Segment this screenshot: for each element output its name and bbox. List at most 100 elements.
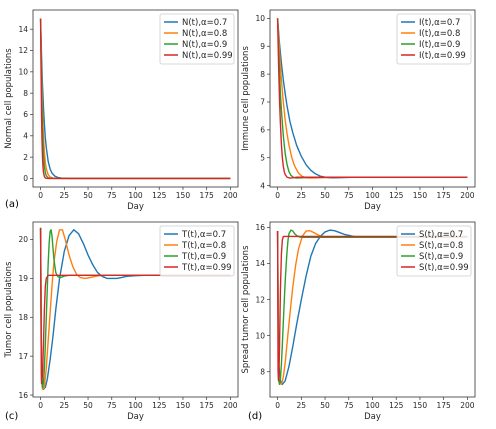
x-tick-label: 50 <box>320 191 330 200</box>
x-tick-label: 125 <box>389 401 404 410</box>
x-tick-label: 150 <box>413 191 428 200</box>
x-tick-label: 200 <box>460 191 475 200</box>
x-tick-label: 25 <box>60 401 70 410</box>
y-tick-label: 7 <box>260 98 265 107</box>
x-tick-label: 50 <box>320 401 330 410</box>
x-tick-label: 175 <box>200 191 215 200</box>
legend-entry: S(t),α=0.8 <box>419 241 463 251</box>
x-tick-label: 25 <box>60 191 70 200</box>
y-tick-label: 10 <box>18 68 28 77</box>
y-tick-label: 6 <box>23 110 28 119</box>
x-tick-label: 175 <box>200 401 215 410</box>
x-tick-label: 0 <box>38 401 43 410</box>
y-tick-label: 14 <box>18 25 28 34</box>
x-tick-label: 175 <box>437 401 452 410</box>
x-tick-label: 50 <box>83 191 93 200</box>
x-tick-label: 0 <box>38 191 43 200</box>
x-tick-label: 175 <box>437 191 452 200</box>
chart-panel-tumor-cells: 0 25 50 75 100 125 150 175 200 16 17 18 19 20 Day Tumor… <box>4 221 239 422</box>
x-tick-label: 50 <box>83 401 93 410</box>
x-tick-label: 100 <box>128 401 143 410</box>
x-tick-label: 125 <box>152 401 167 410</box>
legend-box <box>396 225 472 277</box>
x-tick-label: 75 <box>344 401 354 410</box>
y-tick-label: 8 <box>23 89 28 98</box>
chart-panel-spread-tumor-cells: 0 25 50 75 100 125 150 175 200 8 10 12 14 16 Day Spread… <box>241 221 476 422</box>
y-tick-label: 9 <box>260 42 265 51</box>
legend-entry: I(t),α=0.8 <box>419 29 460 39</box>
y-tick-label: 20 <box>18 235 28 244</box>
series-line-1 <box>39 227 231 390</box>
x-tick-label: 0 <box>275 191 280 200</box>
y-tick-label: 2 <box>23 153 28 162</box>
legend-box <box>159 225 235 277</box>
y-tick-label: 12 <box>255 295 265 304</box>
y-tick-label: 4 <box>23 132 28 141</box>
y-tick-label: 19 <box>18 274 28 283</box>
legend-entry: N(t),α=0.7 <box>182 18 227 28</box>
series-line-4 <box>39 227 231 385</box>
legend-entry: T(t),α=0.7 <box>181 230 226 240</box>
x-tick-label: 200 <box>223 191 238 200</box>
legend-entry: N(t),α=0.99 <box>182 51 233 61</box>
y-tick-label: 12 <box>18 46 28 55</box>
x-tick-label: 75 <box>344 191 354 200</box>
x-tick-label: 150 <box>176 401 191 410</box>
x-axis-label: Day <box>364 202 381 212</box>
legend-box <box>159 13 235 65</box>
x-tick-label: 100 <box>128 191 143 200</box>
legend-entry: I(t),α=0.99 <box>419 51 466 61</box>
x-axis-label: Day <box>127 412 144 422</box>
x-tick-label: 200 <box>460 401 475 410</box>
series-line-3 <box>276 229 468 386</box>
x-tick-label: 100 <box>365 191 380 200</box>
legend-entry: I(t),α=0.7 <box>419 18 460 28</box>
x-tick-label: 75 <box>107 191 117 200</box>
y-tick-label: 14 <box>255 259 265 268</box>
x-tick-label: 75 <box>107 401 117 410</box>
x-tick-label: 200 <box>223 401 238 410</box>
legend-entry: I(t),α=0.9 <box>419 40 460 50</box>
x-tick-label: 25 <box>297 191 307 200</box>
chart-panel-normal-cells: 0 25 50 75 100 125 150 175 200 0 2 4 6 8 10 12 14 Day Norm… <box>4 9 239 212</box>
y-tick-label: 8 <box>260 367 265 376</box>
series-line-4 <box>39 18 231 180</box>
legend-entry: S(t),α=0.9 <box>419 252 463 262</box>
legend-entry: N(t),α=0.8 <box>182 29 227 39</box>
series-line-4 <box>276 231 468 382</box>
x-tick-label: 25 <box>297 401 307 410</box>
y-tick-label: 8 <box>260 70 265 79</box>
series-line-3 <box>39 227 231 388</box>
panel-label: (d) <box>248 411 262 422</box>
y-axis-label: Tumor cell populations <box>4 261 14 359</box>
legend-entry: N(t),α=0.9 <box>182 40 227 50</box>
y-tick-label: 10 <box>255 14 265 23</box>
x-axis-label: Day <box>364 412 381 422</box>
panel-label: (a) <box>5 199 19 210</box>
y-tick-label: 4 <box>260 181 265 190</box>
y-axis-label: Normal cell populations <box>4 48 14 149</box>
legend-entry: S(t),α=0.99 <box>419 263 469 273</box>
legend-box <box>396 13 472 65</box>
y-axis-label: Spread tumor cell populations <box>241 245 251 374</box>
y-tick-label: 0 <box>23 174 28 183</box>
y-tick-label: 18 <box>18 313 28 322</box>
legend-entry: S(t),α=0.7 <box>419 230 463 240</box>
panel-label: (c) <box>5 411 18 422</box>
legend-entry: T(t),α=0.9 <box>181 252 226 262</box>
legend-entry: T(t),α=0.99 <box>181 263 232 273</box>
x-axis-label: Day <box>127 202 144 212</box>
chart-panel-immune-cells: 0 25 50 75 100 125 150 175 200 4 5 6 7 8 9 10 Day Immune … <box>241 9 476 212</box>
x-tick-label: 0 <box>275 401 280 410</box>
x-tick-label: 125 <box>152 191 167 200</box>
y-tick-label: 6 <box>260 126 265 135</box>
x-tick-label: 150 <box>413 401 428 410</box>
x-tick-label: 100 <box>365 401 380 410</box>
y-tick-label: 10 <box>255 331 265 340</box>
x-tick-label: 125 <box>389 191 404 200</box>
y-tick-label: 16 <box>255 223 265 232</box>
x-tick-label: 150 <box>176 191 191 200</box>
y-tick-label: 16 <box>18 391 28 400</box>
y-tick-label: 5 <box>260 153 265 162</box>
